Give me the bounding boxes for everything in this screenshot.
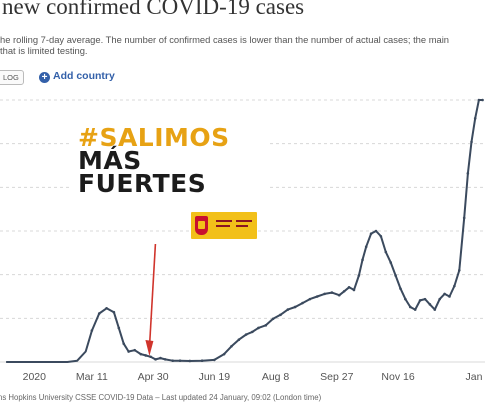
data-point [379, 234, 383, 238]
data-point [389, 261, 392, 264]
data-point [97, 312, 101, 315]
data-point [164, 358, 167, 361]
data-point [342, 289, 346, 293]
arrow-head [145, 340, 154, 356]
stamp-line-1: #SALIMOS [78, 123, 230, 152]
data-point [470, 140, 473, 144]
data-point [237, 338, 241, 342]
data-point [222, 352, 226, 356]
data-point [433, 308, 437, 311]
data-point [357, 274, 361, 277]
subtitle-line-1: he rolling 7-day average. The number of … [0, 34, 450, 45]
chart-title: new confirmed COVID-19 cases [2, 0, 305, 19]
data-point [404, 297, 407, 301]
data-point [462, 216, 466, 220]
data-point [423, 297, 427, 301]
data-point [105, 306, 108, 310]
data-point [384, 250, 388, 254]
data-point [293, 305, 297, 309]
add-country-button[interactable]: + Add country [39, 70, 115, 83]
data-point [477, 98, 481, 102]
chart-subtitle: he rolling 7-day average. The number of … [0, 34, 485, 56]
data-point [139, 352, 143, 356]
plus-icon: + [39, 72, 50, 83]
data-point [361, 258, 364, 262]
data-point [352, 288, 356, 292]
log-scale-button[interactable]: LOG [0, 70, 24, 85]
arrow-shaft [148, 243, 157, 349]
x-tick-label: Jun 19 [199, 371, 231, 383]
data-point [481, 98, 484, 102]
data-point [308, 297, 312, 301]
data-point [473, 117, 477, 120]
data-point [133, 348, 137, 352]
red-arrow-annotation [145, 243, 157, 356]
data-point [286, 308, 290, 311]
subtitle-line-2: that is limited testing. [0, 45, 88, 56]
data-point [369, 232, 373, 235]
x-tick-label: Apr 30 [138, 371, 169, 383]
data-point [394, 274, 397, 277]
data-point [244, 333, 248, 336]
x-axis-ticks: 2020 Mar 11 Apr 30 Jun 19 Aug 8 Sep 27 Nov 16 J… [23, 371, 485, 383]
x-tick-label: Sep 27 [320, 371, 353, 383]
data-point [117, 326, 121, 330]
x-tick-label: Aug 8 [262, 371, 290, 383]
data-point [399, 287, 402, 290]
source-footer: ns Hopkins University CSSE COVID-19 Data… [0, 393, 322, 402]
coat-of-arms-icon [195, 216, 208, 235]
data-point [159, 356, 162, 360]
x-tick-label: Jan 23 [466, 371, 485, 383]
data-point [443, 292, 446, 296]
data-point [448, 295, 451, 298]
data-point [149, 355, 152, 359]
data-point [144, 354, 148, 357]
data-point [428, 303, 432, 306]
data-point [457, 269, 461, 272]
x-tick-label: Nov 16 [381, 371, 414, 383]
data-point [154, 358, 157, 361]
government-logo [191, 212, 257, 239]
data-point [279, 313, 282, 317]
data-point [408, 305, 412, 309]
data-point [301, 301, 304, 305]
series-points [90, 98, 484, 363]
data-point [364, 245, 368, 249]
data-point [438, 297, 441, 301]
data-point [330, 291, 334, 294]
data-point [213, 358, 216, 362]
data-point [230, 344, 233, 348]
x-tick-label: Mar 11 [76, 371, 108, 383]
data-point [122, 342, 125, 345]
data-point [315, 295, 319, 298]
data-point [264, 324, 268, 327]
x-tick-label: 2020 [23, 371, 47, 383]
data-point [171, 359, 174, 362]
data-point [271, 317, 275, 321]
stamp-line-2: MÁS [78, 146, 142, 175]
data-point [112, 310, 116, 314]
data-point [257, 326, 260, 330]
stamp-line-3: FUERTES [78, 169, 207, 198]
data-point [127, 350, 130, 353]
data-point [323, 292, 326, 296]
data-point [374, 229, 378, 233]
salimos-mas-fuertes-stamp: #SALIMOS MÁS FUERTES [70, 118, 270, 204]
add-country-label: Add country [53, 70, 115, 82]
data-point [347, 286, 351, 289]
data-point [250, 330, 254, 334]
data-point [466, 172, 470, 175]
data-point [453, 284, 456, 288]
data-point [178, 359, 182, 362]
data-point [90, 329, 94, 332]
data-point [200, 359, 204, 362]
data-point [413, 308, 417, 311]
data-point [337, 293, 341, 297]
data-point [418, 299, 422, 302]
data-point [188, 359, 192, 363]
